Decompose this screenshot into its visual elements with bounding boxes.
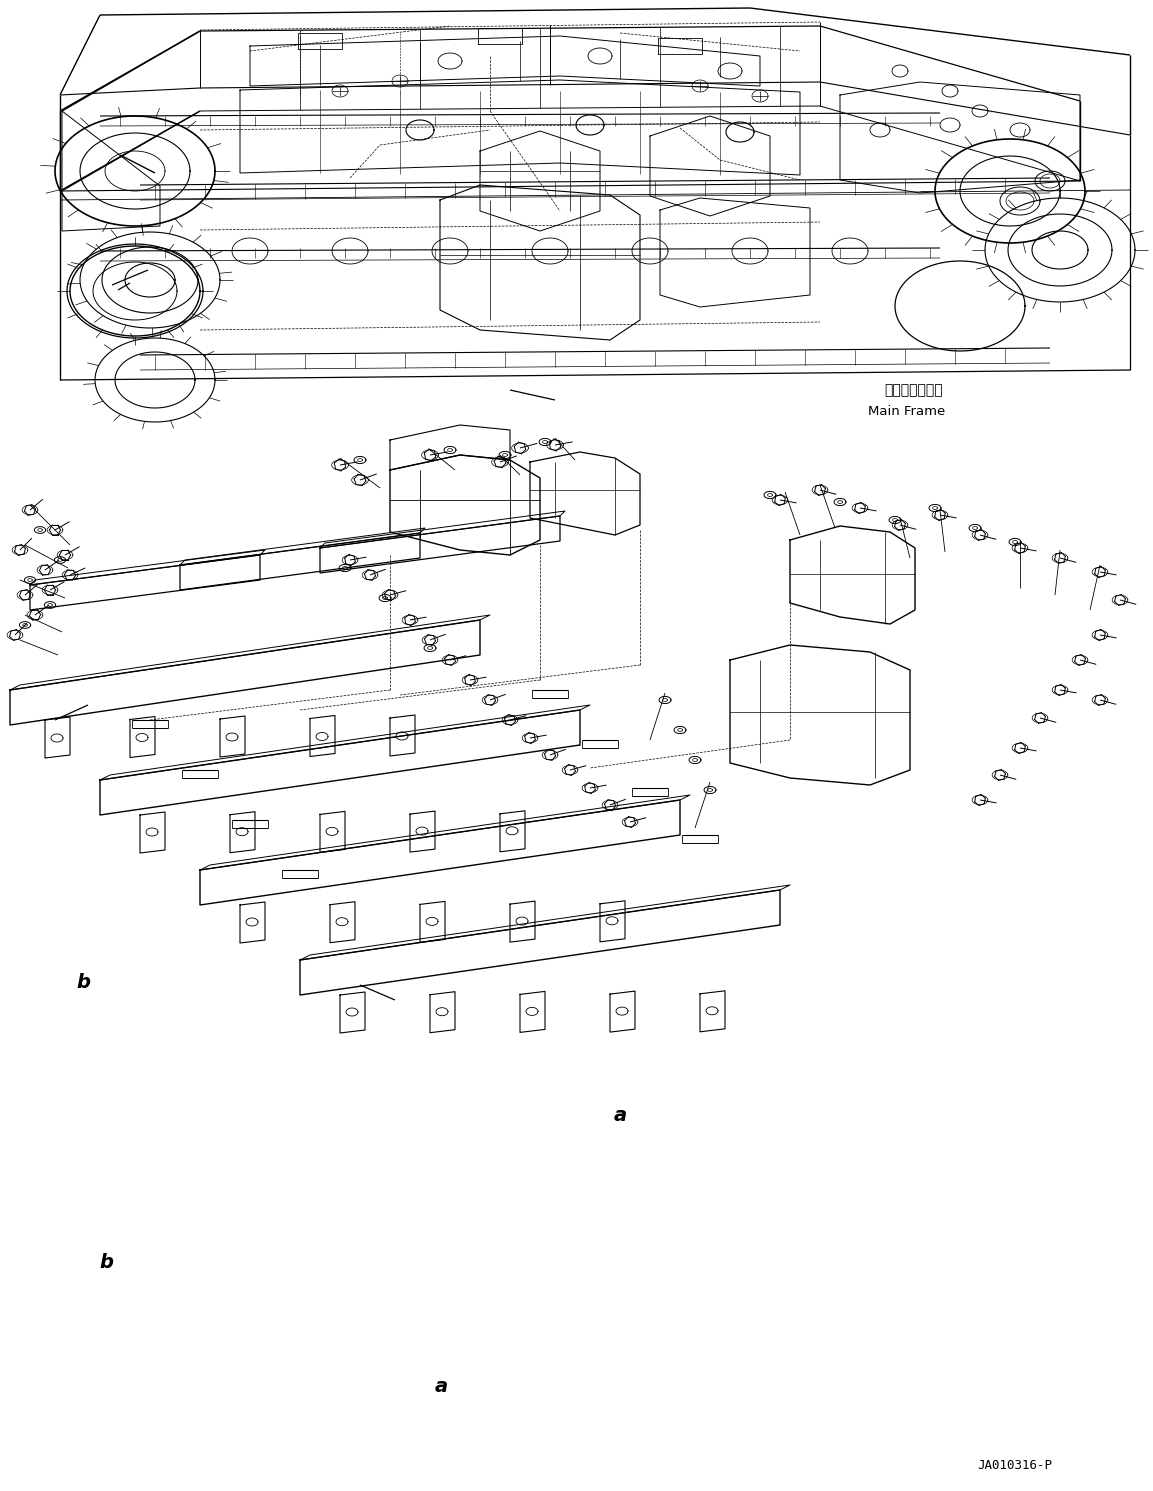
Text: a: a	[613, 1106, 627, 1124]
Text: b: b	[99, 1254, 113, 1272]
Text: JA010316-P: JA010316-P	[977, 1460, 1053, 1472]
Text: b: b	[76, 974, 90, 992]
Text: Main Frame: Main Frame	[868, 406, 944, 417]
Text: a: a	[435, 1378, 449, 1396]
Text: メインフレーム: メインフレーム	[884, 383, 942, 398]
